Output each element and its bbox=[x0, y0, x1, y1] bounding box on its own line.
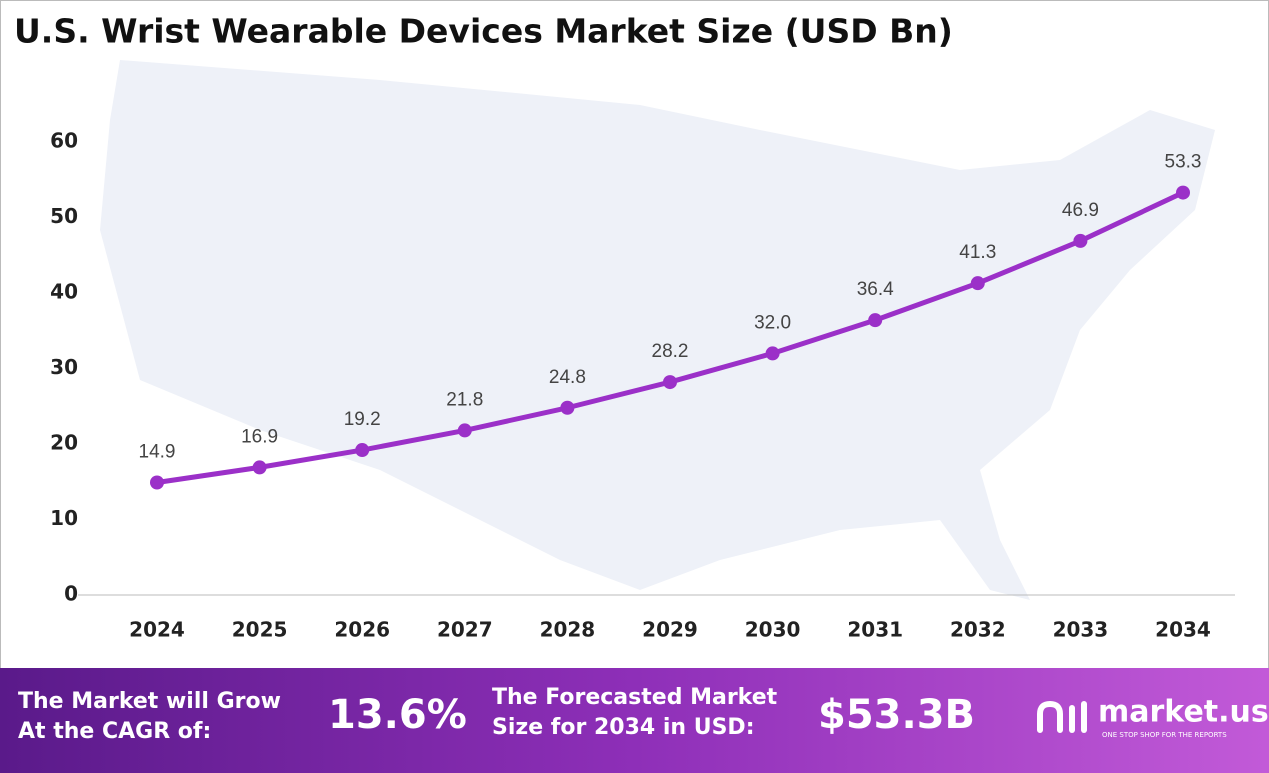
forecast-value: $53.3B bbox=[818, 692, 975, 738]
x-tick-label: 2027 bbox=[437, 618, 493, 642]
y-tick-label: 50 bbox=[50, 204, 78, 228]
point bbox=[355, 443, 370, 458]
point bbox=[1176, 185, 1190, 200]
data-label: 46.9 bbox=[1062, 200, 1099, 221]
cagr-label: At the CAGR of: bbox=[18, 719, 211, 744]
y-tick-label: 40 bbox=[50, 280, 78, 304]
point bbox=[970, 276, 985, 291]
brand-tagline: ONE STOP SHOP FOR THE REPORTS bbox=[1102, 731, 1227, 739]
point bbox=[457, 423, 472, 438]
y-tick-label: 20 bbox=[50, 431, 78, 455]
brand: market.us bbox=[1098, 695, 1269, 730]
x-tick-label: 2032 bbox=[950, 618, 1006, 642]
data-label: 19.2 bbox=[344, 409, 381, 430]
point bbox=[868, 313, 883, 328]
y-tick-label: 60 bbox=[50, 129, 78, 153]
point bbox=[560, 400, 575, 415]
y-tick-label: 30 bbox=[50, 355, 78, 379]
data-label: 41.3 bbox=[959, 242, 996, 263]
cagr-value: 13.6% bbox=[328, 692, 467, 738]
data-label: 24.8 bbox=[549, 367, 586, 388]
map-background bbox=[100, 60, 1215, 600]
data-label: 53.3 bbox=[1165, 152, 1202, 173]
y-tick-label: 10 bbox=[50, 506, 78, 530]
forecast-label: Size for 2034 in USD: bbox=[492, 715, 755, 740]
point bbox=[150, 475, 164, 490]
y-tick-label: 0 bbox=[64, 582, 78, 606]
forecast-label: The Forecasted Market bbox=[492, 685, 778, 710]
x-tick-label: 2029 bbox=[642, 618, 698, 642]
point bbox=[663, 375, 677, 390]
data-label: 21.8 bbox=[446, 389, 483, 410]
point bbox=[765, 346, 780, 361]
brand-logo bbox=[1037, 700, 1087, 733]
data-label: 14.9 bbox=[139, 442, 176, 463]
data-label: 36.4 bbox=[857, 279, 894, 300]
x-tick-label: 2024 bbox=[129, 618, 185, 642]
cagr-label: The Market will Grow bbox=[18, 689, 281, 714]
x-tick-label: 2025 bbox=[232, 618, 288, 642]
data-label: 28.2 bbox=[652, 341, 689, 362]
point bbox=[252, 460, 267, 475]
data-label: 32.0 bbox=[754, 312, 791, 333]
x-tick-label: 2030 bbox=[745, 618, 801, 642]
point bbox=[1073, 233, 1088, 248]
x-tick-label: 2033 bbox=[1053, 618, 1109, 642]
x-tick-label: 2031 bbox=[847, 618, 903, 642]
x-tick-label: 2028 bbox=[540, 618, 596, 642]
chart-title: U.S. Wrist Wearable Devices Market Size … bbox=[14, 12, 953, 51]
data-label: 16.9 bbox=[241, 426, 278, 447]
x-tick-label: 2034 bbox=[1155, 618, 1211, 642]
x-tick-label: 2026 bbox=[334, 618, 390, 642]
